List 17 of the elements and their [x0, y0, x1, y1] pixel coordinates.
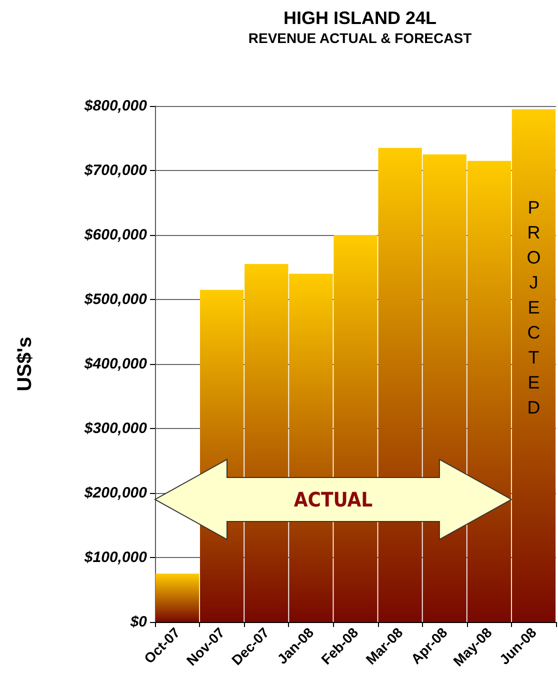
y-tick-label: $200,000: [83, 484, 148, 502]
y-tick-label: $600,000: [83, 226, 148, 244]
chart-title: HIGH ISLAND 24L: [283, 8, 437, 28]
bar: [155, 574, 200, 622]
chart-subtitle: REVENUE ACTUAL & FORECAST: [248, 30, 472, 46]
y-axis-title: US$'s: [14, 336, 36, 392]
y-tick-label: $800,000: [83, 98, 148, 114]
text: PROJECTED: [526, 198, 541, 418]
bar: [512, 109, 556, 622]
annotation: ACTUAL: [294, 487, 373, 512]
y-tick-label: $500,000: [83, 291, 148, 308]
y-tick-label: $700,000: [83, 162, 148, 179]
y-tick-label: $0: [129, 614, 148, 630]
y-tick-label: $400,000: [83, 356, 148, 372]
y-tick-label: $100,000: [83, 549, 148, 566]
y-tick-label: $300,000: [83, 420, 148, 437]
bar: [467, 160, 511, 622]
